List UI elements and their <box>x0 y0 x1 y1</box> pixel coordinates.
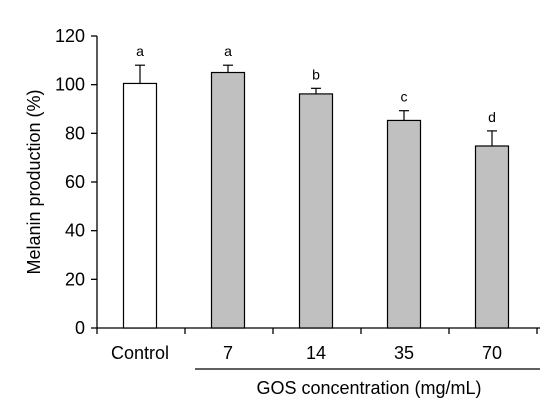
y-axis-title: Melanin production (%) <box>24 89 44 274</box>
bar-1 <box>210 71 246 329</box>
significance-label: a <box>224 43 232 59</box>
y-tick-label: 60 <box>65 172 85 192</box>
labels: Melanin production (%) a Control a 7 b 14 c 35 d 7… <box>24 43 502 398</box>
significance-label: d <box>488 109 496 125</box>
y-tick-label: 120 <box>55 26 85 46</box>
significance-label: b <box>312 66 320 82</box>
y-tick-label: 40 <box>65 221 85 241</box>
category-label: 35 <box>394 343 414 363</box>
category-label: 7 <box>223 343 233 363</box>
y-tick-label: 80 <box>65 123 85 143</box>
category-label: Control <box>111 343 169 363</box>
bar-0 <box>122 82 158 329</box>
bar-3 <box>386 119 422 329</box>
y-tick-label: 20 <box>65 269 85 289</box>
category-label: 70 <box>482 343 502 363</box>
significance-label: c <box>401 89 408 105</box>
category-label: 14 <box>306 343 326 363</box>
bar-4 <box>474 145 510 329</box>
bar-2 <box>298 93 334 329</box>
group-label: GOS concentration (mg/mL) <box>256 378 481 398</box>
axes: 0 20 40 60 80 100 120 <box>55 26 540 370</box>
y-tick-label: 0 <box>75 318 85 338</box>
bars <box>122 64 510 329</box>
y-tick-label: 100 <box>55 75 85 95</box>
significance-label: a <box>136 43 144 59</box>
